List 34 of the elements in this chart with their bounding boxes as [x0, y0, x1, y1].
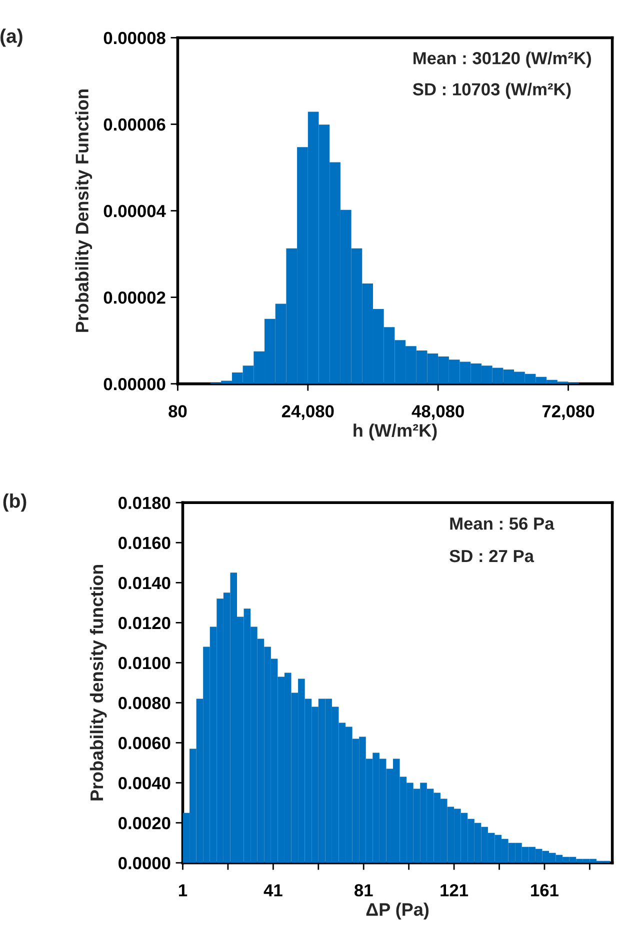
y-tick-label: 0.0100 — [118, 656, 170, 670]
y-tick-label: 0.0160 — [118, 536, 170, 550]
x-axis-title: h (W/m²K) — [354, 424, 437, 440]
y-tick-label: 0.0180 — [118, 496, 170, 510]
y-tick-label: 0.0020 — [118, 816, 170, 830]
text: (a) — [0, 28, 22, 47]
y-tick-label: 0.0140 — [118, 576, 170, 590]
x-tick-label: 81 — [354, 884, 373, 896]
x-tick-label: 121 — [440, 884, 468, 896]
x-tick-label: 48,080 — [412, 405, 464, 420]
y-tick-label: 0.00008 — [104, 32, 166, 44]
x-tick-label: 1 — [179, 884, 188, 896]
x-tick-label: 72,080 — [542, 405, 594, 420]
x-tick-label: 41 — [264, 884, 282, 896]
text: (b) — [3, 494, 26, 512]
y-axis-title: Probability density function — [90, 564, 107, 800]
y-tick-label: 0.00002 — [104, 291, 166, 304]
y-tick-label: 0.00004 — [104, 204, 166, 218]
y-tick-label: 0.0000 — [118, 857, 170, 870]
y-tick-label: 0.00006 — [104, 118, 166, 131]
x-axis-title: ΔP (Pa) — [366, 902, 429, 920]
y-tick-label: 0.0060 — [118, 736, 170, 750]
x-tick-label: 161 — [531, 884, 558, 896]
annotation: Mean : 30120 (W/m²K) — [414, 52, 591, 68]
x-tick-label: 80 — [168, 405, 187, 418]
annotation: SD : 10703 (W/m²K) — [412, 82, 571, 99]
y-tick-label: 0.0080 — [118, 696, 170, 710]
x-tick-label: 24,080 — [282, 405, 334, 420]
y-tick-label: 0.0120 — [118, 616, 170, 630]
annotation: SD : 27 Pa — [450, 550, 534, 562]
annotation: Mean : 56 Pa — [450, 517, 554, 530]
y-axis-title: Probability Density Function — [75, 89, 92, 332]
y-tick-label: 0.00000 — [104, 378, 166, 390]
y-tick-label: 0.0040 — [118, 776, 170, 790]
